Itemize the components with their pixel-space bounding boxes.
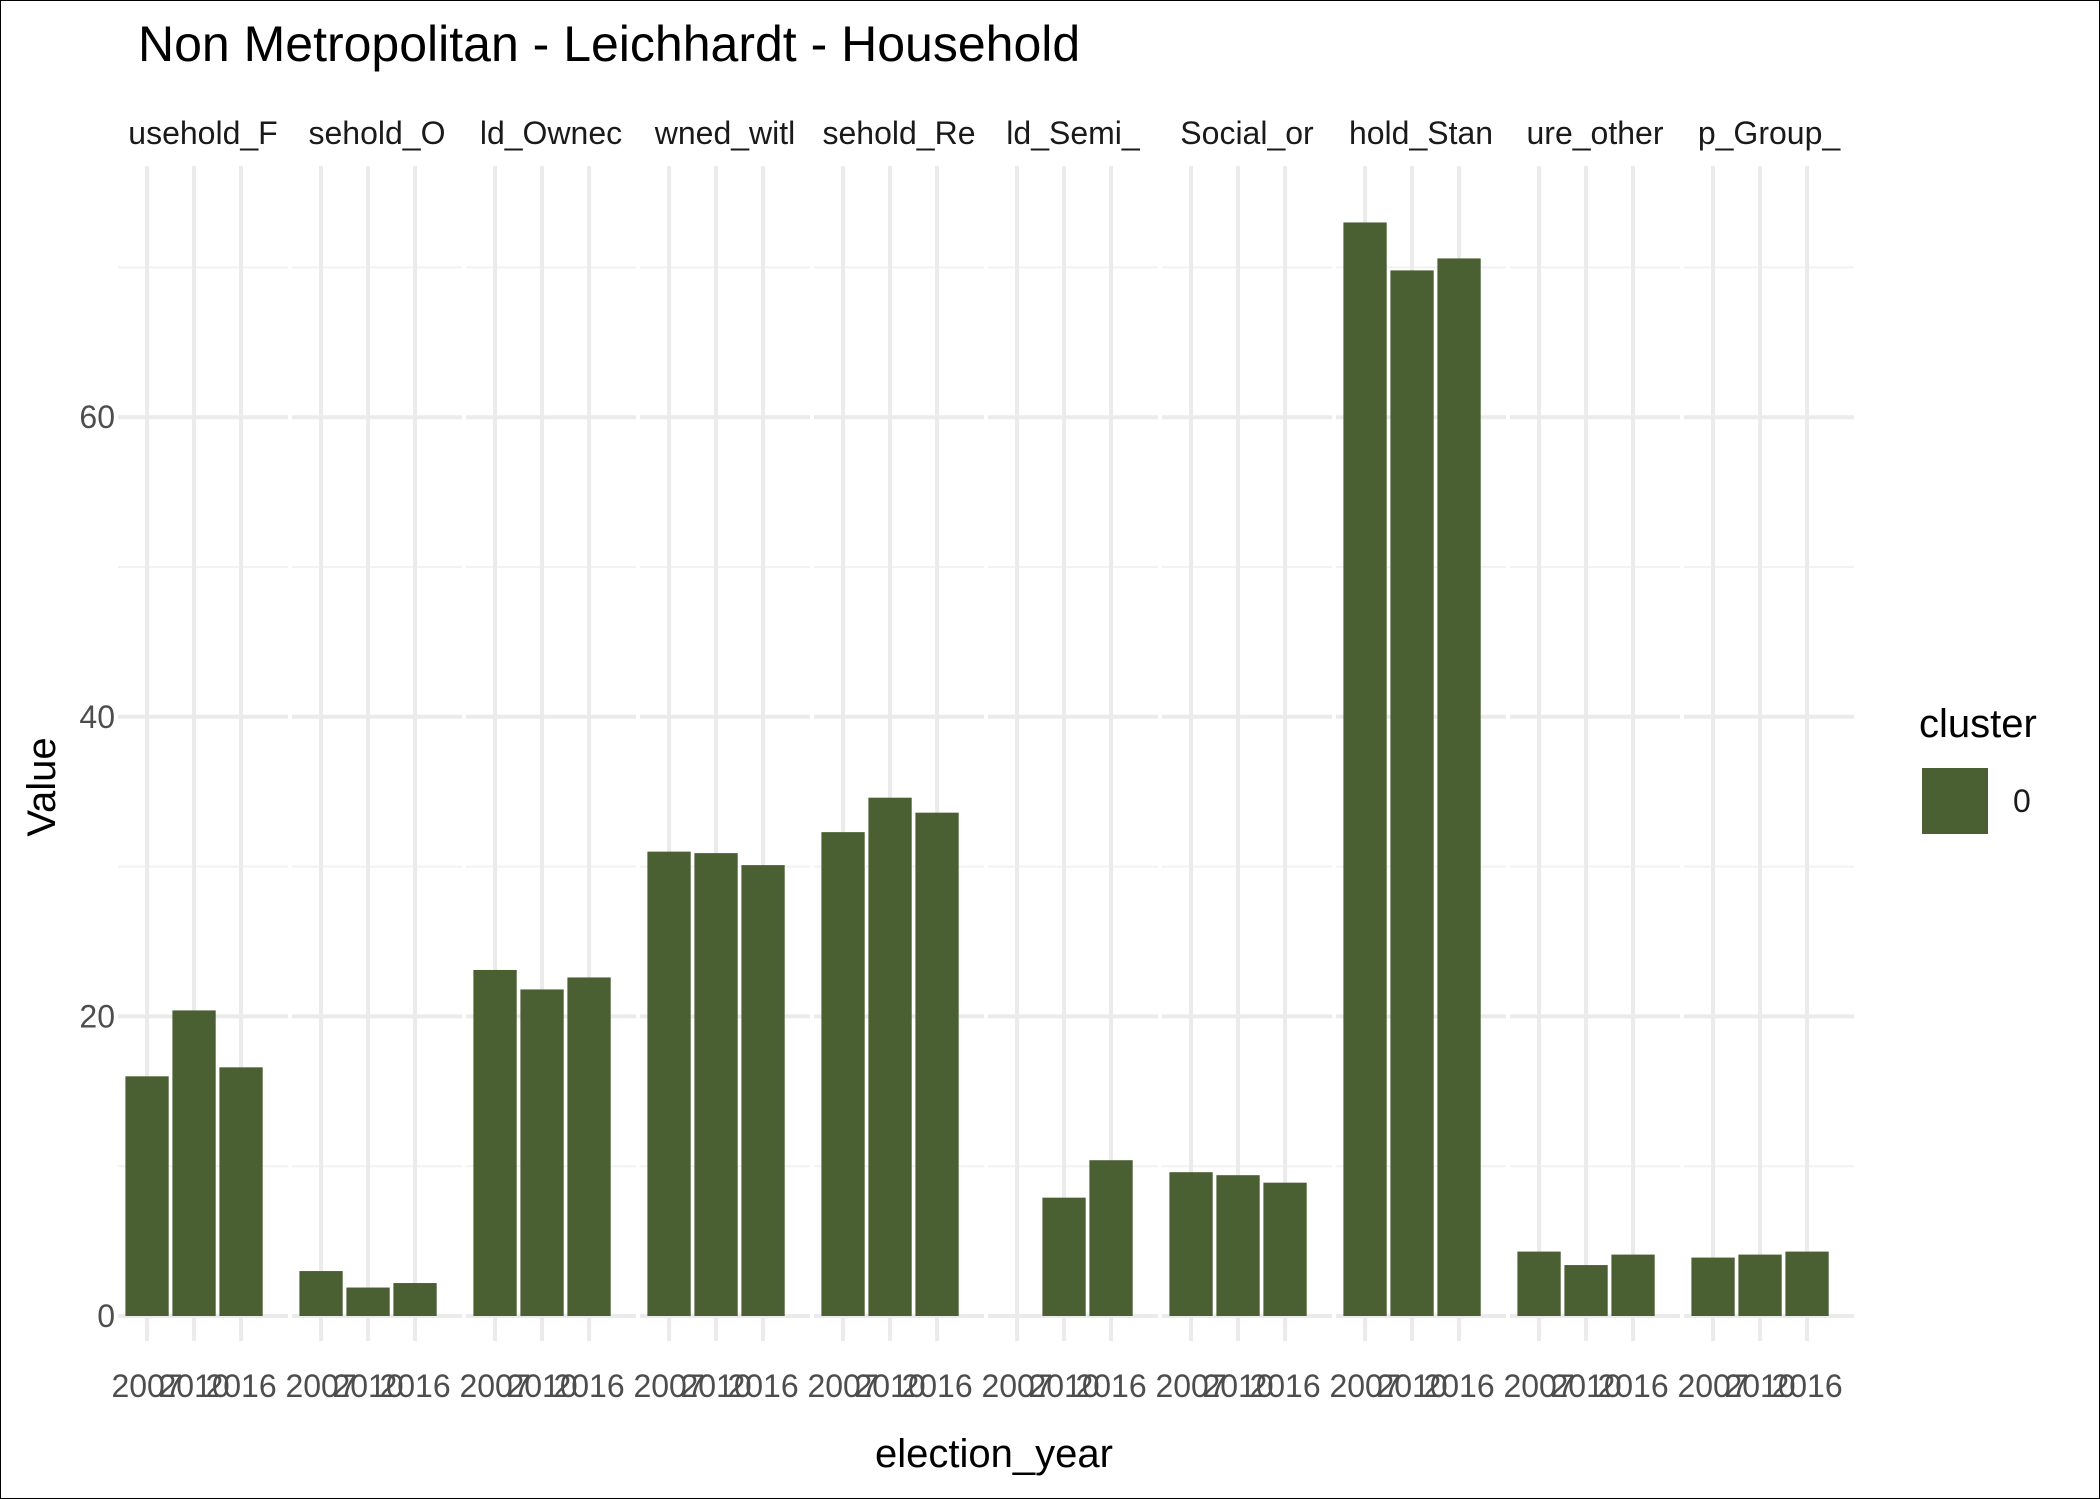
bar-2010 bbox=[520, 989, 564, 1316]
y-axis-title: Value bbox=[20, 737, 64, 836]
legend: cluster 0 bbox=[1919, 702, 2037, 834]
x-tick-label: 2010 bbox=[1028, 1368, 1099, 1404]
bar-2007 bbox=[299, 1271, 343, 1316]
bar-2016 bbox=[1611, 1254, 1655, 1316]
bar-2016 bbox=[915, 812, 959, 1316]
bar-2010 bbox=[1738, 1254, 1782, 1316]
x-tick-label: 2007 bbox=[1329, 1368, 1400, 1404]
y-tick-label: 20 bbox=[79, 998, 115, 1034]
x-tick-label: 2007 bbox=[1503, 1368, 1574, 1404]
x-tick-label: 2016 bbox=[1075, 1368, 1146, 1404]
y-tick-label: 40 bbox=[79, 699, 115, 735]
legend-label-cluster-0: 0 bbox=[2013, 783, 2031, 819]
bar-2010 bbox=[172, 1010, 216, 1316]
facet-strip-label: ld_Ownec bbox=[480, 115, 622, 151]
x-tick-label: 2016 bbox=[205, 1368, 276, 1404]
facet-strip-label: sehold_Re bbox=[823, 115, 976, 151]
bar-2010 bbox=[1216, 1175, 1260, 1316]
bar-2007 bbox=[473, 969, 517, 1316]
x-tick-label: 2007 bbox=[1677, 1368, 1748, 1404]
x-tick-label: 2016 bbox=[379, 1368, 450, 1404]
facet-strip-label: sehold_O bbox=[309, 115, 446, 151]
x-tick-label: 2016 bbox=[553, 1368, 624, 1404]
x-tick-label: 2007 bbox=[981, 1368, 1052, 1404]
bar-2016 bbox=[567, 977, 611, 1316]
facet-strip-label: p_Group_ bbox=[1698, 115, 1842, 151]
x-tick-label: 2010 bbox=[506, 1368, 577, 1404]
x-tick-label: 2016 bbox=[1423, 1368, 1494, 1404]
x-tick-label: 2007 bbox=[459, 1368, 530, 1404]
x-tick-label: 2016 bbox=[1597, 1368, 1668, 1404]
x-tick-label: 2010 bbox=[332, 1368, 403, 1404]
bar-2010 bbox=[694, 853, 738, 1316]
bar-2016 bbox=[393, 1283, 437, 1316]
x-tick-label: 2010 bbox=[680, 1368, 751, 1404]
facet-strip-label: ld_Semi_ bbox=[1006, 115, 1141, 151]
bar-2007 bbox=[821, 832, 865, 1316]
bar-2016 bbox=[1437, 258, 1481, 1316]
x-tick-label: 2016 bbox=[1771, 1368, 1842, 1404]
x-tick-label: 2016 bbox=[727, 1368, 798, 1404]
bar-2016 bbox=[1263, 1182, 1307, 1316]
x-tick-label: 2016 bbox=[901, 1368, 972, 1404]
bar-2007 bbox=[1691, 1257, 1735, 1316]
y-axis-ticks: 0 20 40 60 bbox=[79, 399, 115, 1334]
bar-2016 bbox=[1785, 1251, 1829, 1316]
bar-2007 bbox=[1343, 222, 1387, 1317]
facet-strip-label: Social_or bbox=[1180, 115, 1314, 151]
legend-title: cluster bbox=[1919, 702, 2037, 746]
facet-strip-label: wned_witl bbox=[654, 115, 796, 151]
y-tick-label: 60 bbox=[79, 399, 115, 435]
bar-2016 bbox=[219, 1067, 263, 1316]
chart-title: Non Metropolitan - Leichhardt - Househol… bbox=[138, 16, 1080, 72]
x-tick-label: 2010 bbox=[854, 1368, 925, 1404]
x-tick-label: 2007 bbox=[633, 1368, 704, 1404]
x-tick-label: 2010 bbox=[1724, 1368, 1795, 1404]
facet-panels: usehold_F200720102016sehold_O20072010201… bbox=[111, 115, 1854, 1404]
bar-2010 bbox=[868, 797, 912, 1316]
bar-2010 bbox=[346, 1287, 390, 1316]
legend-swatch-cluster-0 bbox=[1922, 768, 1988, 834]
y-tick-label: 0 bbox=[97, 1298, 115, 1334]
bar-2007 bbox=[1517, 1251, 1561, 1316]
x-tick-label: 2007 bbox=[111, 1368, 182, 1404]
x-tick-label: 2007 bbox=[807, 1368, 878, 1404]
x-tick-label: 2007 bbox=[1155, 1368, 1226, 1404]
bar-2007 bbox=[1169, 1172, 1213, 1316]
bar-2016 bbox=[1089, 1160, 1133, 1316]
x-tick-label: 2010 bbox=[1550, 1368, 1621, 1404]
bar-2010 bbox=[1390, 270, 1434, 1316]
x-tick-label: 2010 bbox=[1202, 1368, 1273, 1404]
x-tick-label: 2016 bbox=[1249, 1368, 1320, 1404]
x-axis-title: election_year bbox=[875, 1432, 1113, 1476]
bar-2007 bbox=[647, 851, 691, 1316]
facet-strip-label: usehold_F bbox=[128, 115, 277, 151]
facet-strip-label: hold_Stan bbox=[1349, 115, 1493, 151]
facet-strip-label: ure_other bbox=[1527, 115, 1664, 151]
x-tick-label: 2010 bbox=[158, 1368, 229, 1404]
bar-2010 bbox=[1564, 1265, 1608, 1316]
x-tick-label: 2007 bbox=[285, 1368, 356, 1404]
bar-2010 bbox=[1042, 1197, 1086, 1316]
bar-2016 bbox=[741, 865, 785, 1316]
x-tick-label: 2010 bbox=[1376, 1368, 1447, 1404]
bar-2007 bbox=[125, 1076, 169, 1316]
